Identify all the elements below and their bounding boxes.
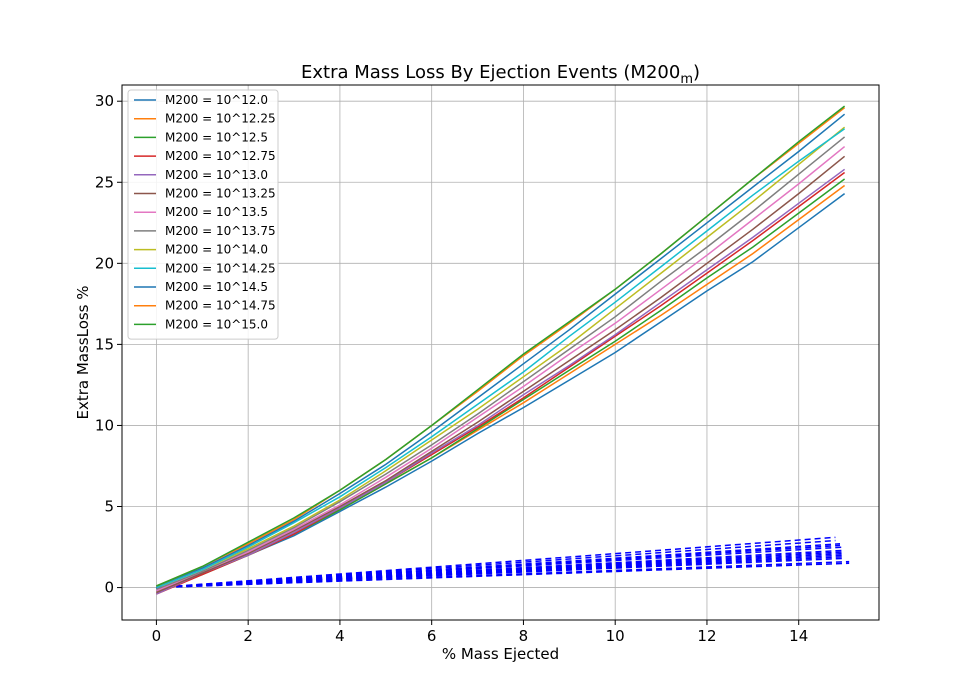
y-tick-label: 25	[95, 173, 114, 191]
series-line	[156, 155, 846, 594]
x-axis-label: % Mass Ejected	[442, 645, 559, 663]
y-tick-label: 15	[95, 335, 114, 353]
x-tick-label: 2	[243, 627, 253, 645]
series-line	[156, 146, 846, 592]
legend-entry: M200 = 10^14.25	[165, 261, 276, 275]
x-tick-label: 4	[335, 627, 345, 645]
y-axis-label: Extra MassLoss %	[74, 285, 92, 419]
x-tick-label: 14	[789, 627, 808, 645]
axis-ticks: 0 2 4 6 8 10 12 14 0 5 10 15 20 25 30	[95, 92, 808, 645]
legend: M200 = 10^12.0 M200 = 10^12.25 M200 = 10^1…	[127, 89, 279, 340]
series-line	[156, 113, 846, 587]
x-tick-label: 8	[519, 627, 529, 645]
legend-entry: M200 = 10^14.75	[165, 299, 276, 313]
legend-entry: M200 = 10^15.0	[165, 317, 268, 331]
legend-entry: M200 = 10^14.0	[165, 243, 268, 257]
chart-title-subscript: m	[680, 72, 693, 87]
y-tick-label: 20	[95, 254, 114, 272]
y-tick-label: 0	[104, 579, 114, 597]
x-tick-label: 10	[606, 627, 625, 645]
chart-title: Extra Mass Loss By Ejection Events (M200…	[301, 62, 700, 87]
plot-area-frame	[121, 84, 880, 621]
x-tick-label: 0	[152, 627, 162, 645]
legend-entry: M200 = 10^13.5	[165, 205, 268, 219]
legend-entry: M200 = 10^12.75	[165, 149, 276, 163]
legend-entry: M200 = 10^12.25	[165, 112, 276, 126]
series-line	[156, 126, 846, 589]
series-line	[156, 136, 846, 590]
y-tick-label: 10	[95, 416, 114, 434]
legend-entry: M200 = 10^12.5	[165, 130, 268, 144]
legend-box	[127, 89, 279, 340]
series-line	[156, 128, 846, 589]
series-line	[156, 105, 846, 587]
reference-lines	[156, 536, 850, 589]
x-tick-label: 6	[427, 627, 437, 645]
legend-entry: M200 = 10^12.0	[165, 93, 268, 107]
x-tick-label: 12	[697, 627, 716, 645]
series-lines	[156, 105, 846, 595]
legend-entry: M200 = 10^13.0	[165, 168, 268, 182]
reference-dashed-line	[156, 562, 850, 589]
legend-entry: M200 = 10^13.75	[165, 224, 276, 238]
y-tick-label: 5	[104, 498, 114, 516]
legend-entry: M200 = 10^14.5	[165, 280, 268, 294]
series-line	[156, 168, 846, 595]
legend-entry: M200 = 10^13.25	[165, 187, 276, 201]
y-tick-label: 30	[95, 92, 114, 110]
